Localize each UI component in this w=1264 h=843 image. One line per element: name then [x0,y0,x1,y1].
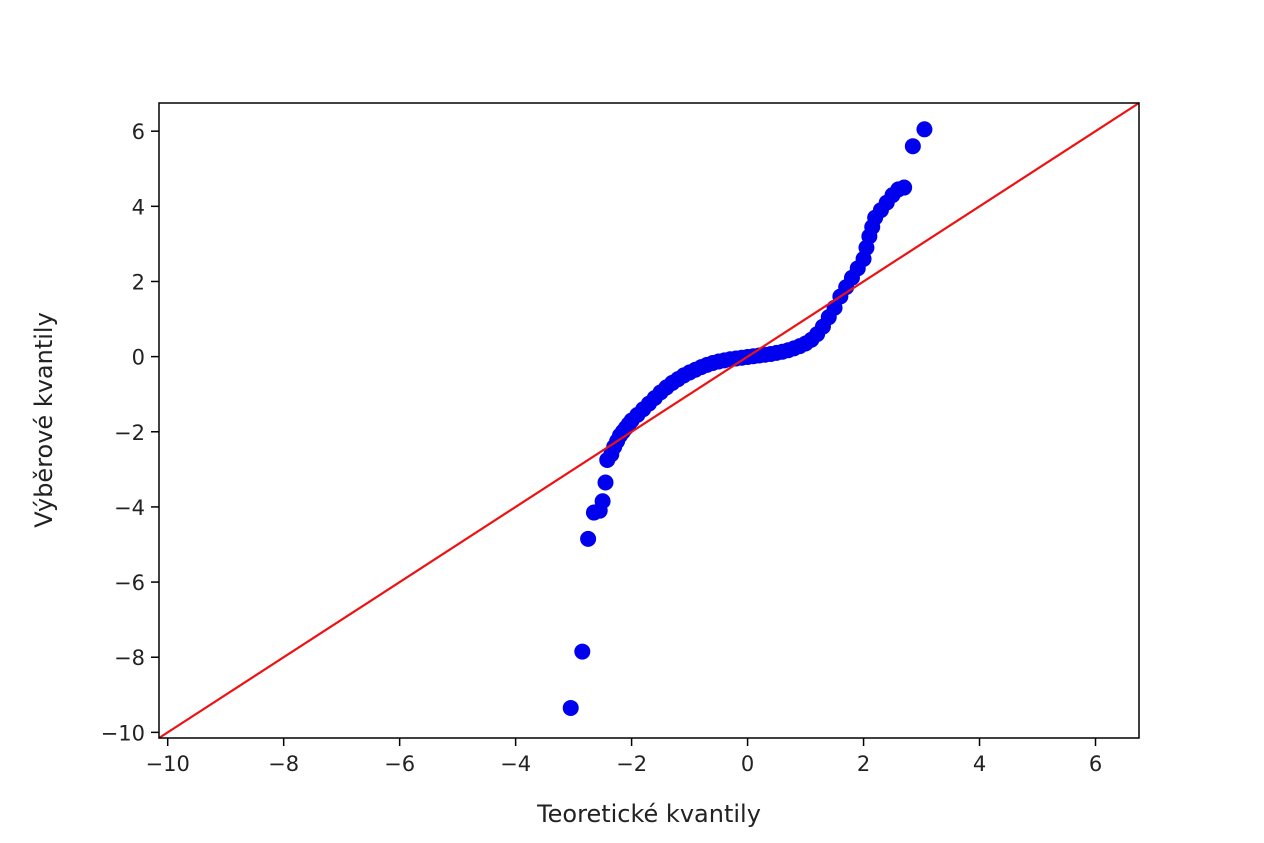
x-axis-ticks: −10 −8 −6 −4 −2 0 2 4 6 [146,738,1102,776]
x-tick-label: 6 [1089,752,1102,776]
y-tick-label: 2 [132,270,145,294]
y-axis-ticks: −10 −8 −6 −4 −2 0 2 4 6 [101,120,159,745]
y-tick-label: −2 [114,421,145,445]
reference-line [158,102,1140,739]
data-point-6 [597,474,614,491]
data-point-2 [580,530,597,547]
x-axis-label: Teoretické kvantily [536,800,761,828]
x-tick-label: −6 [384,752,415,776]
y-tick-label: −6 [114,571,145,595]
y-tick-label: 4 [132,195,145,219]
y-axis-label: Výběrové kvantily [30,312,58,528]
y-tick-label: −4 [114,496,145,520]
reference-line-layer [158,102,1140,739]
x-tick-label: 4 [973,752,986,776]
data-point-64 [896,179,913,196]
x-tick-label: 0 [741,752,754,776]
y-tick-label: 6 [132,120,145,144]
y-tick-label: −8 [114,646,145,670]
data-point-1 [574,643,591,660]
x-tick-label: −8 [268,752,299,776]
x-tick-label: −2 [616,752,647,776]
x-tick-label: −4 [500,752,531,776]
y-tick-label: −10 [101,721,145,745]
y-tick-label: 0 [132,346,145,370]
plot-frame [158,102,1140,739]
data-point-0 [562,699,579,716]
data-point-66 [916,121,933,138]
data-point-5 [594,493,611,510]
x-tick-label: −10 [146,752,190,776]
x-tick-label: 2 [857,752,870,776]
data-point-65 [904,138,921,155]
scatter-points [562,121,933,716]
